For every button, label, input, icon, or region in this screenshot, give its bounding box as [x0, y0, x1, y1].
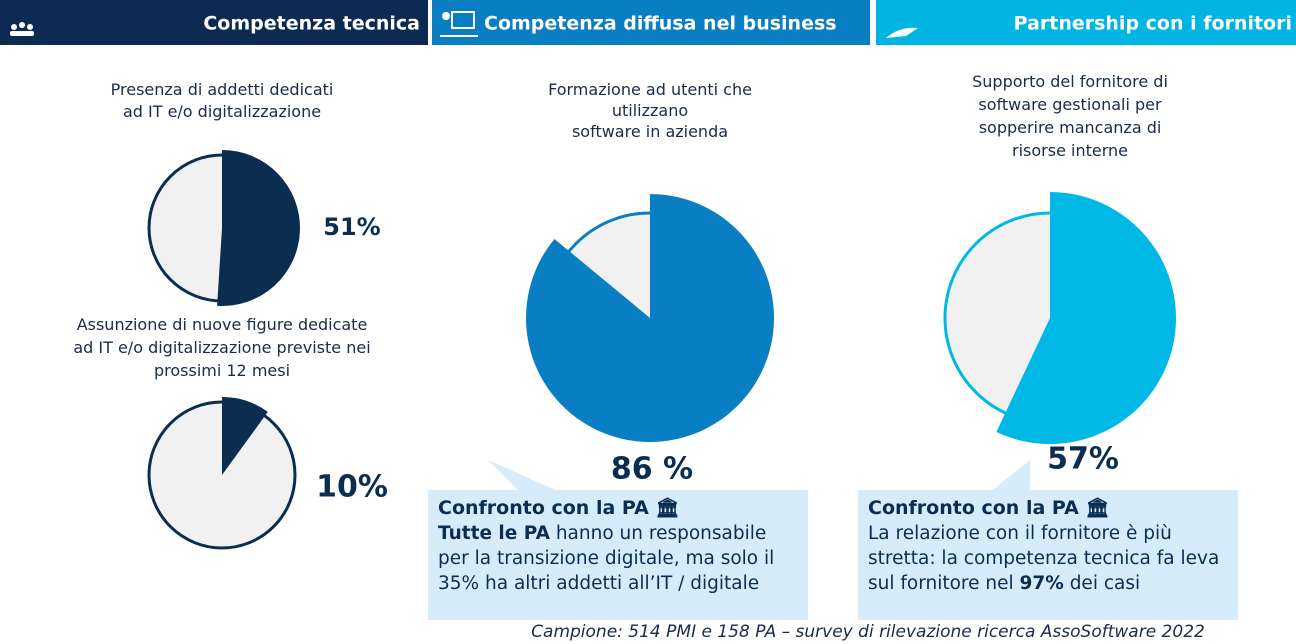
header-title: Competenza diffusa nel business: [484, 13, 837, 35]
callout-part: dei casi: [1063, 573, 1141, 594]
value-label: 51%: [323, 213, 380, 241]
icon-training: [440, 11, 478, 37]
pie-slice: [217, 150, 300, 307]
callout-part: La relazione con il fornitore è più stre…: [868, 523, 1220, 594]
callout-pointer: [488, 460, 560, 492]
chart-title: software in azienda: [572, 122, 728, 141]
value-label: 10%: [316, 470, 388, 505]
chart-title: Presenza di addetti dedicati: [111, 80, 334, 99]
callout-bold: Tutte le PA: [438, 523, 550, 544]
header-bar: [432, 0, 870, 45]
chart-title: Assunzione di nuove figure dedicate: [77, 315, 368, 334]
callout: Confronto con la PA 🏛 La relazione con i…: [858, 490, 1238, 620]
pie-slice: [526, 194, 775, 442]
chart-title: prossimi 12 mesi: [154, 361, 290, 380]
chart-title: sopperire mancanza di: [979, 118, 1162, 137]
callout-text: Tutte le PA hanno un responsabile per la…: [438, 521, 798, 596]
callout-bold: 97%: [1019, 573, 1064, 594]
pie-slice: [222, 397, 268, 475]
header-title: Partnership con i fornitori: [1014, 13, 1292, 35]
callout-part: hanno un responsabile per la transizione…: [438, 523, 775, 594]
chart-title: Supporto del fornitore di: [972, 72, 1168, 91]
header-title: Competenza tecnica: [203, 13, 420, 35]
value-label: 57%: [1047, 442, 1119, 477]
value-label: 86 %: [611, 452, 693, 487]
header-bar: [876, 0, 1296, 45]
callout-title: Confronto con la PA 🏛: [438, 497, 680, 519]
chart-title: ad IT e/o digitalizzazione: [123, 102, 321, 121]
callout-title: Confronto con la PA 🏛: [868, 497, 1110, 519]
header-bar: [0, 0, 428, 45]
chart-title: ad IT e/o digitalizzazione previste nei: [73, 338, 370, 357]
callout-pointer: [990, 460, 1030, 492]
chart-title: risorse interne: [1012, 141, 1128, 160]
pie-slice: [996, 192, 1176, 444]
callout-title-text: Confronto con la PA: [868, 497, 1079, 519]
footer: Campione: 514 PMI e 158 PA – survey di r…: [531, 622, 1205, 642]
icon-people: [10, 22, 34, 36]
chart-title: Formazione ad utenti che: [548, 80, 752, 99]
chart-title: software gestionali per: [978, 95, 1162, 114]
icon-handshake: [886, 27, 918, 38]
callout-title-text: Confronto con la PA: [438, 497, 649, 519]
chart-title: utilizzano: [612, 101, 688, 120]
callout-text: La relazione con il fornitore è più stre…: [868, 521, 1228, 596]
callout: Confronto con la PA 🏛 Tutte le PA hanno …: [428, 490, 808, 620]
